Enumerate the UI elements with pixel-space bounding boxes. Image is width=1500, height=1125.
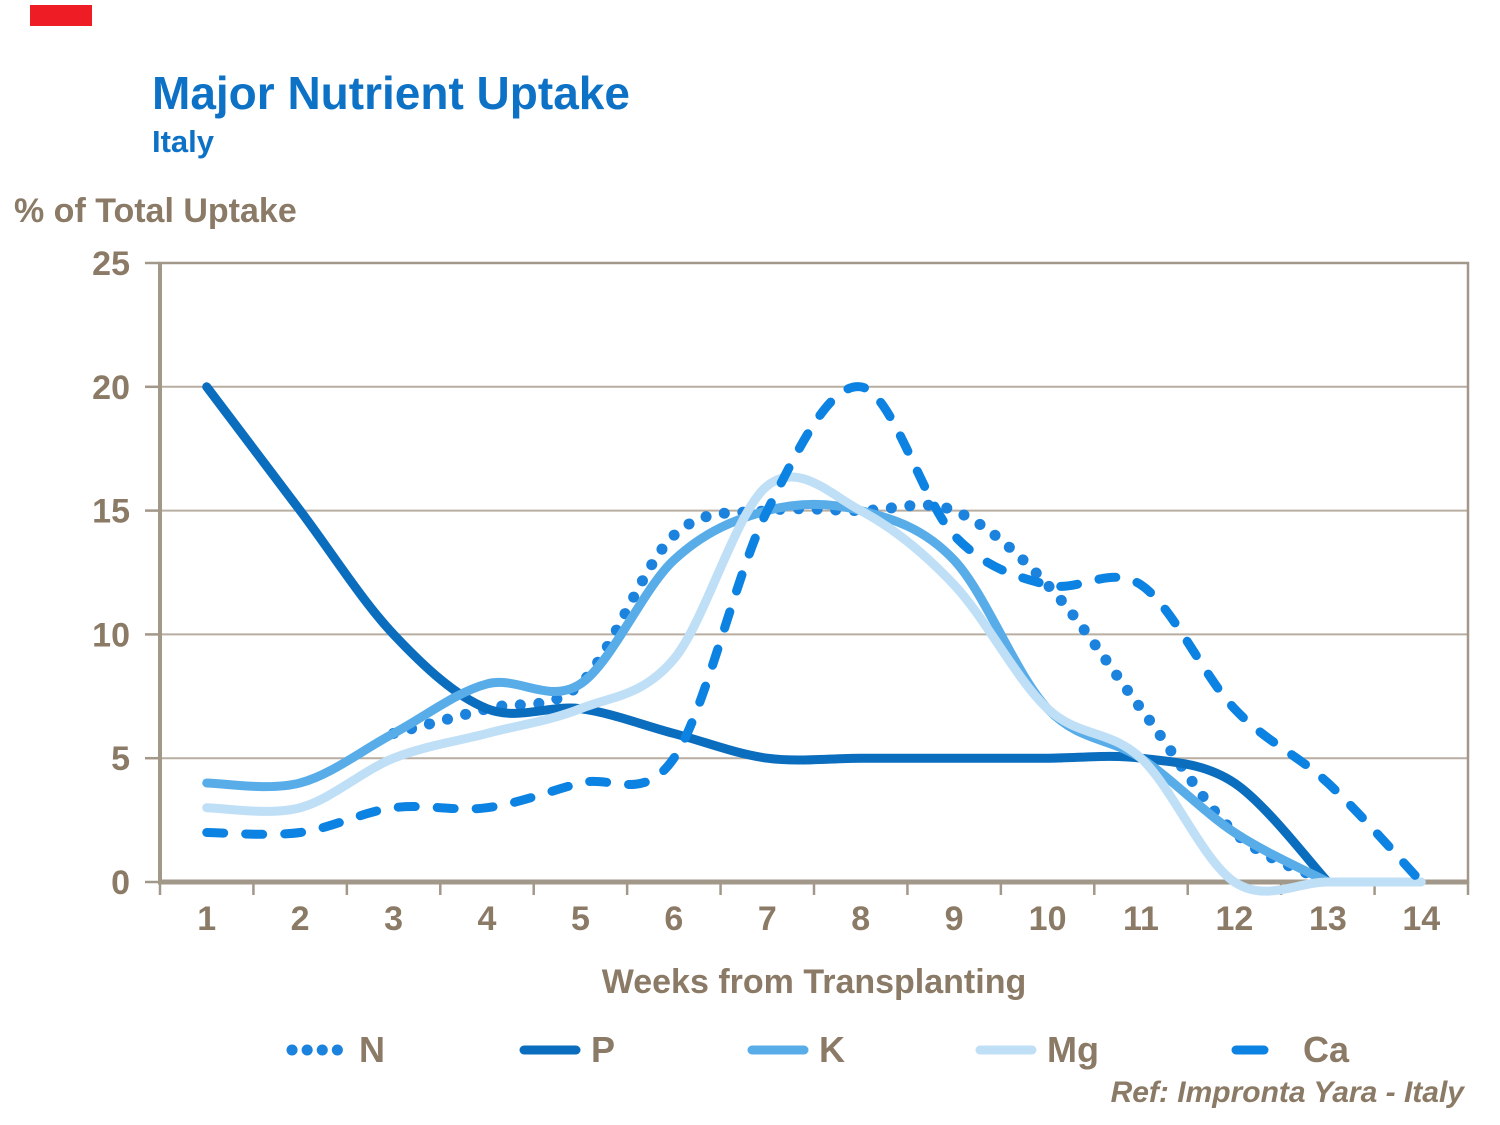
legend-label: K <box>819 1029 845 1070</box>
legend-label: Ca <box>1303 1029 1350 1070</box>
x-tick-label: 5 <box>571 900 590 938</box>
y-axis-title: % of Total Uptake <box>14 192 297 230</box>
chart-legend: N P K Mg Ca <box>0 1028 1500 1072</box>
legend-swatch-K <box>747 1045 809 1055</box>
legend-item-Mg: Mg <box>974 1028 1099 1072</box>
chart-title: Major Nutrient Uptake <box>152 67 630 119</box>
legend-swatch-Mg <box>975 1045 1037 1055</box>
legend-label: N <box>359 1029 385 1070</box>
y-tick-label: 5 <box>111 740 130 778</box>
reference-text: Ref: Impronta Yara - Italy <box>1110 1076 1464 1109</box>
y-tick-label: 15 <box>92 493 130 531</box>
legend-label: P <box>591 1029 616 1070</box>
legend-item-K: K <box>746 1028 845 1072</box>
series-K-line <box>202 499 1333 887</box>
x-tick-label: 14 <box>1402 900 1440 938</box>
x-tick-label: 10 <box>1029 900 1067 938</box>
legend-item-N: N <box>286 1028 385 1072</box>
x-tick-label: 2 <box>291 900 310 938</box>
series-N-line <box>388 499 1334 888</box>
y-tick-label: 10 <box>92 616 130 654</box>
x-axis-title: Weeks from Transplanting <box>601 963 1027 1001</box>
x-tick-label: 7 <box>758 900 777 938</box>
chart-subtitle: Italy <box>152 124 215 159</box>
x-tick-label: 13 <box>1309 900 1347 938</box>
legend-item-Ca: Ca <box>1230 1028 1349 1072</box>
red-marker <box>30 5 92 26</box>
plot-border <box>158 261 1470 884</box>
x-tick-label: 9 <box>945 900 964 938</box>
series-Mg-line <box>202 472 1426 896</box>
y-tick-label: 0 <box>111 864 130 902</box>
series-Ca-line <box>202 382 1426 887</box>
x-tick-label: 12 <box>1216 900 1254 938</box>
legend-swatch-P <box>519 1045 581 1055</box>
legend-swatch-Ca <box>1231 1045 1269 1055</box>
legend-label: Mg <box>1047 1029 1099 1070</box>
x-tick-label: 8 <box>851 900 870 938</box>
x-tick-label: 6 <box>664 900 683 938</box>
y-tick-label: 25 <box>92 245 130 283</box>
x-tick-label: 3 <box>384 900 403 938</box>
x-tick-label: 11 <box>1123 900 1159 938</box>
legend-swatch-N <box>286 1044 350 1056</box>
legend-item-P: P <box>518 1028 615 1072</box>
x-tick-label: 1 <box>197 900 216 938</box>
x-tick-label: 4 <box>478 900 497 938</box>
y-tick-label: 20 <box>92 369 130 407</box>
